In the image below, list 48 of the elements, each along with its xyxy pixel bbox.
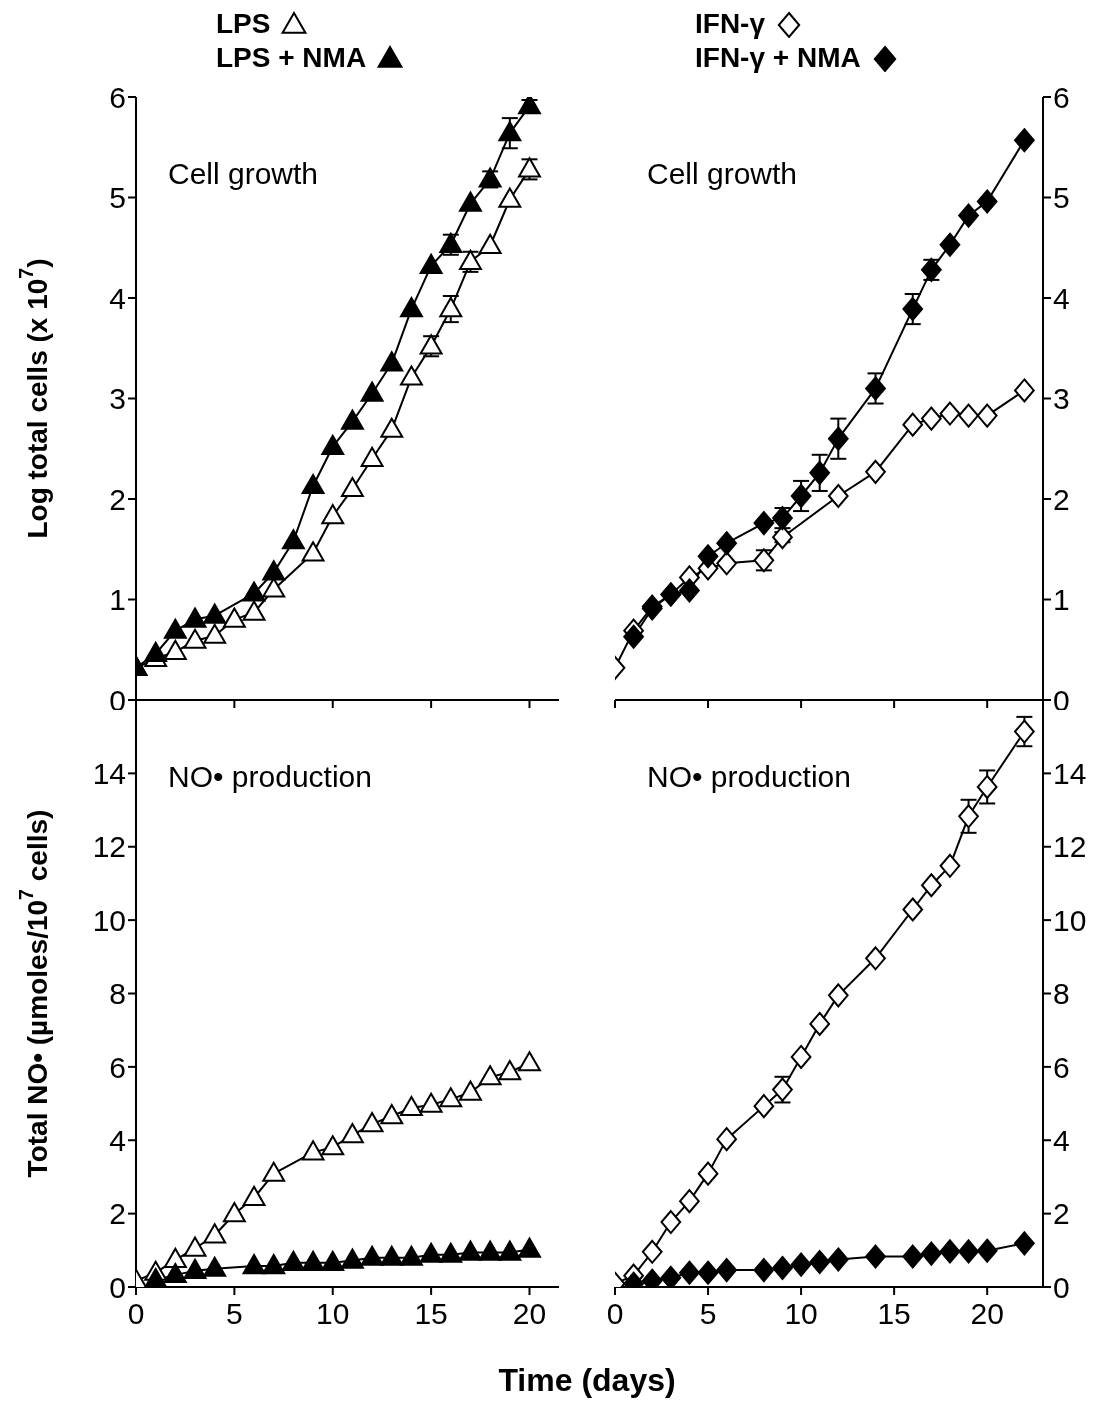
y-tick-label: 1 [109, 583, 126, 617]
x-tick-label: 15 [877, 1297, 911, 1331]
y-tick-label: 2 [109, 482, 126, 516]
annotation: NO• production [647, 760, 851, 794]
y-tick-label: 0 [1053, 683, 1070, 717]
y-tick-label: 6 [109, 1050, 126, 1084]
y-tick-label: 6 [1053, 1050, 1070, 1084]
y-tick-label: 4 [109, 281, 126, 315]
x-tick-label: 5 [699, 1297, 717, 1331]
y-tick-label: 2 [1053, 1197, 1070, 1231]
legend-label: IFN-γ + NMA [695, 42, 861, 74]
y-tick-label: 4 [109, 1123, 126, 1157]
x-tick-label: 20 [512, 1297, 547, 1331]
x-tick-label: 10 [316, 1297, 350, 1331]
x-tick-label: 20 [970, 1297, 1004, 1331]
y-tick-label: 5 [1053, 181, 1070, 215]
y-tick-label: 6 [1053, 80, 1070, 114]
y-tick-label: 2 [1053, 482, 1070, 516]
y-tick-label: 12 [92, 830, 126, 864]
y-tick-label: 10 [1053, 903, 1087, 937]
y-tick-label: 0 [109, 683, 126, 717]
y-tick-label: 3 [1053, 382, 1070, 416]
x-tick-label: 5 [226, 1297, 243, 1331]
x-tick-label: 10 [784, 1297, 818, 1331]
y-tick-label: 12 [1053, 830, 1087, 864]
y-tick-label: 0 [109, 1270, 126, 1304]
legend-label: IFN-γ [695, 8, 765, 40]
y-tick-label: 5 [109, 181, 126, 215]
y-tick-label: 4 [1053, 281, 1070, 315]
legend-label: LPS [216, 8, 271, 40]
y-tick-label: 1 [1053, 583, 1070, 617]
annotation: NO• production [168, 760, 372, 794]
legend-label: LPS + NMA [216, 42, 367, 74]
y-tick-label: 8 [109, 977, 126, 1011]
x-axis-title: Time (days) [498, 1362, 676, 1399]
y-tick-label: 2 [109, 1197, 126, 1231]
y-tick-label: 4 [1053, 1123, 1070, 1157]
x-tick-label: 0 [606, 1297, 624, 1331]
y-tick-label: 8 [1053, 977, 1070, 1011]
x-tick-label: 15 [414, 1297, 448, 1331]
y-tick-label: 0 [1053, 1270, 1070, 1304]
annotation: Cell growth [168, 157, 319, 191]
y-tick-label: 6 [109, 80, 126, 114]
y-tick-label: 14 [92, 757, 126, 791]
y-tick-label: 10 [92, 903, 126, 937]
y-tick-label: 14 [1053, 757, 1087, 791]
y-tick-label: 3 [109, 382, 126, 416]
annotation: Cell growth [647, 157, 798, 191]
